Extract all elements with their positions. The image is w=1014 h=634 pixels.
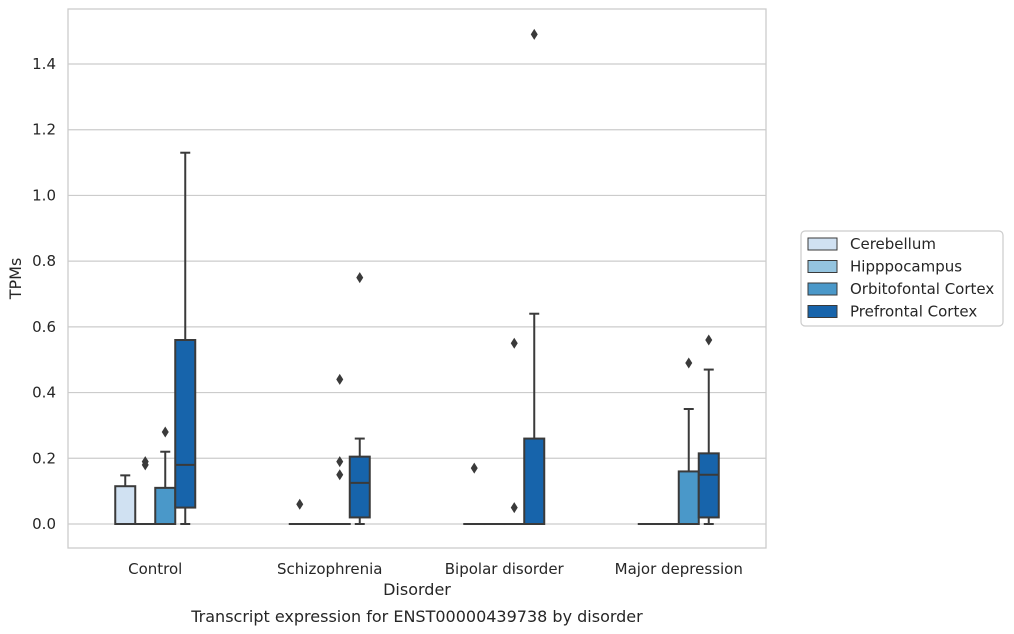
outlier-point xyxy=(141,456,149,468)
box-plot-series xyxy=(114,28,720,526)
y-tick-label: 0.8 xyxy=(32,252,56,270)
legend-swatch xyxy=(807,260,838,273)
series-cerebellum xyxy=(114,462,660,526)
box xyxy=(174,151,197,525)
box xyxy=(503,337,526,526)
outlier-point xyxy=(161,426,169,438)
outlier-point xyxy=(356,272,364,284)
outlier-point xyxy=(336,469,344,481)
box-body xyxy=(154,486,177,526)
y-tick-label: 1.4 xyxy=(32,55,56,73)
box xyxy=(677,357,700,525)
outlier-point xyxy=(685,357,693,369)
legend-frame xyxy=(800,230,1004,327)
box-body xyxy=(523,437,546,526)
legend-label: Orbitofontal Cortex xyxy=(850,280,994,298)
legend-swatch xyxy=(807,282,838,296)
y-tick-label: 0.4 xyxy=(32,384,56,402)
y-tick-label: 0.0 xyxy=(32,515,56,533)
box-body xyxy=(114,485,137,526)
x-tick-label: Bipolar disorder xyxy=(445,560,565,578)
x-axis-title: Disorder xyxy=(383,580,451,599)
y-tick-label: 0.2 xyxy=(32,449,56,467)
box-body xyxy=(677,470,700,525)
outlier-point xyxy=(336,456,344,468)
legend-swatch xyxy=(807,305,838,318)
y-axis-ticks: 0.0 0.2 0.4 0.6 0.8 1.0 1.2 1.4 xyxy=(32,55,56,533)
legend-label: Hipppocampus xyxy=(850,258,962,276)
box-body xyxy=(697,452,720,519)
x-tick-label: Control xyxy=(128,560,182,578)
box xyxy=(697,334,720,525)
outlier-point xyxy=(530,28,538,40)
box xyxy=(134,456,157,526)
gridlines xyxy=(68,63,766,525)
outlier-point xyxy=(296,498,304,510)
outlier-point xyxy=(705,334,713,346)
chart-caption: Transcript expression for ENST0000043973… xyxy=(190,607,643,626)
box xyxy=(328,373,351,526)
outlier-point xyxy=(470,462,478,474)
box xyxy=(288,498,311,526)
box xyxy=(523,28,546,526)
legend: Cerebellum Hipppocampus Orbitofontal Corte… xyxy=(800,230,1004,327)
y-tick-label: 1.2 xyxy=(32,121,56,139)
plot-frame xyxy=(67,8,767,549)
series-orbitofontal-cortex xyxy=(154,337,700,526)
box xyxy=(114,474,137,526)
x-axis-ticks: Control Schizophrenia Bipolar disorder Majo… xyxy=(128,560,743,578)
x-tick-label: Schizophrenia xyxy=(277,560,382,578)
legend-label: Cerebellum xyxy=(850,235,936,253)
outlier-point xyxy=(336,373,344,385)
outlier-point xyxy=(510,502,518,514)
box xyxy=(463,462,486,526)
box-body xyxy=(348,455,371,519)
box-body xyxy=(174,339,197,509)
y-axis-title: TPMs xyxy=(6,258,25,301)
outlier-point xyxy=(510,337,518,349)
x-tick-label: Major depression xyxy=(615,560,743,578)
box xyxy=(348,272,371,525)
y-tick-label: 1.0 xyxy=(32,186,56,204)
series-prefrontal-cortex xyxy=(174,28,720,526)
y-tick-label: 0.6 xyxy=(32,318,56,336)
series-hipppocampus xyxy=(134,456,680,526)
legend-label: Prefrontal Cortex xyxy=(850,303,977,321)
legend-swatch xyxy=(807,237,838,251)
box xyxy=(154,426,177,526)
